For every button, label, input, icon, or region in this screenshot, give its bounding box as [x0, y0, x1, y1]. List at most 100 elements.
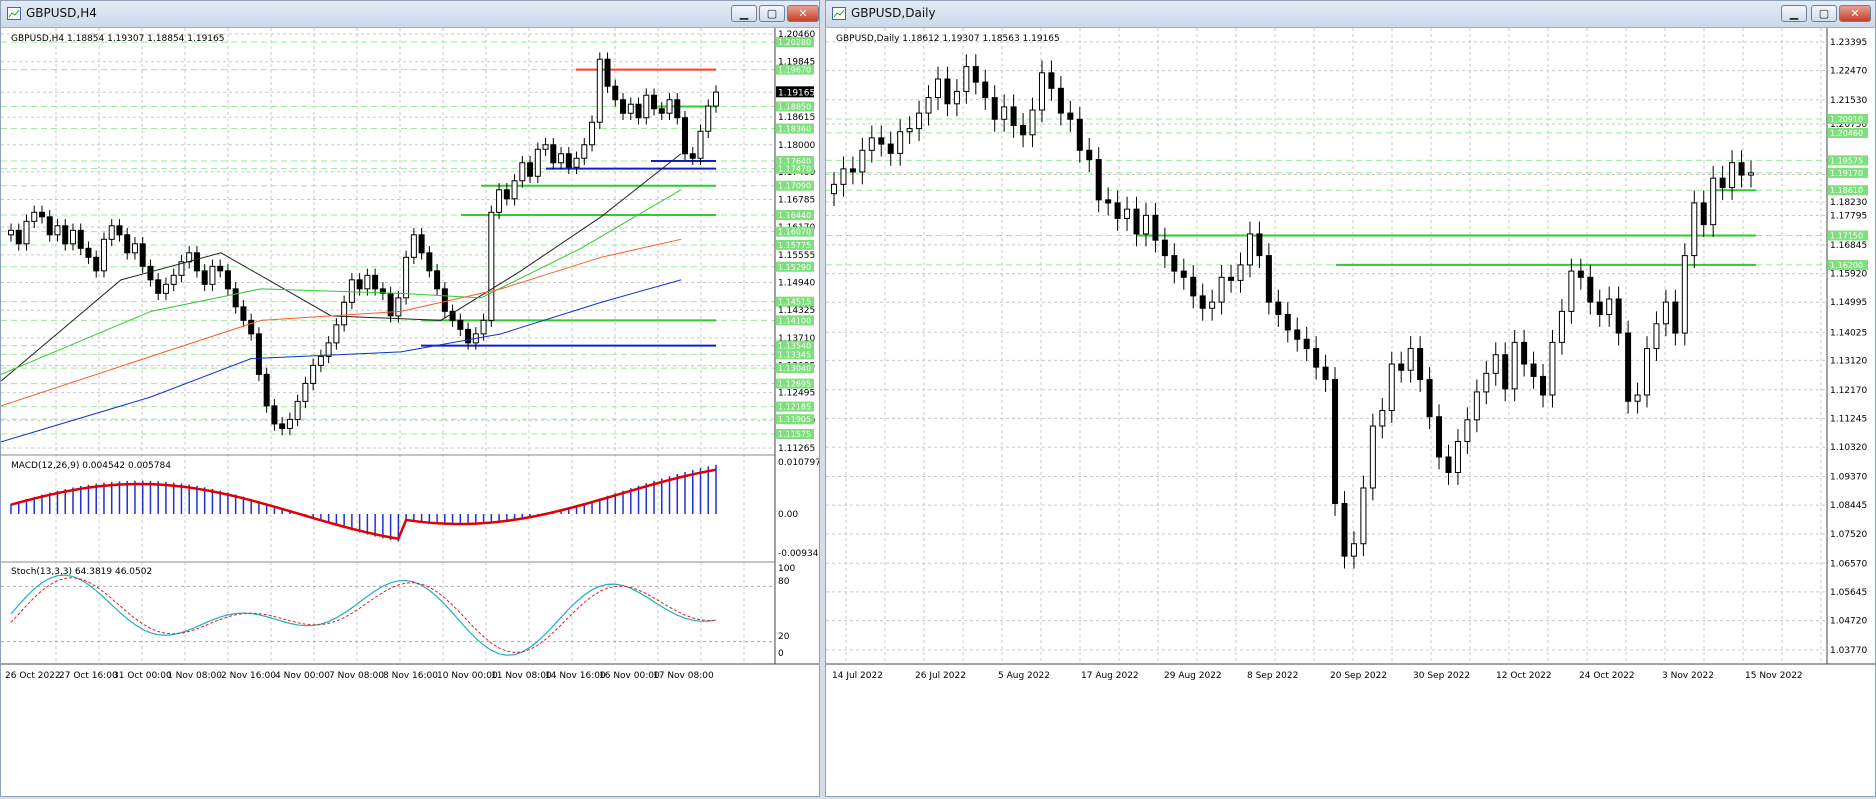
candle [108, 225, 115, 240]
candle [897, 131, 904, 154]
candle [410, 234, 417, 258]
candle [1464, 419, 1471, 442]
candle [240, 306, 247, 321]
daily-price-chart[interactable]: GBPUSD,Daily 1.18612 1.19307 1.18563 1.1… [826, 28, 1875, 796]
candle [1445, 456, 1452, 473]
time-axis-label: 14 Jul 2022 [832, 671, 883, 681]
candle [348, 279, 355, 303]
candle [364, 274, 371, 290]
candle [93, 256, 100, 272]
candle [341, 301, 348, 326]
candle [1748, 172, 1754, 176]
candle [1020, 124, 1027, 136]
candle [1454, 440, 1461, 473]
daily-window-titlebar[interactable]: GBPUSD,Daily ▁ ▢ ✕ [826, 1, 1875, 28]
candle [1379, 410, 1386, 427]
candle [868, 137, 875, 151]
candle [155, 279, 162, 294]
minimize-button[interactable]: ▁ [731, 5, 757, 22]
candle [356, 279, 363, 290]
candle [1596, 301, 1603, 315]
candle [488, 211, 495, 321]
close-button[interactable]: ✕ [787, 5, 819, 22]
minimize-button[interactable]: ▁ [1781, 5, 1807, 22]
time-axis-label: 10 Nov 00:00 [437, 671, 498, 681]
maximize-button[interactable]: ▢ [759, 5, 785, 22]
h4-chart-header: GBPUSD,H4 1.18854 1.19307 1.18854 1.1916… [11, 34, 224, 44]
candle [604, 58, 611, 87]
candle [1332, 379, 1339, 504]
candle [620, 99, 627, 114]
candle [8, 229, 14, 236]
stoch-label-0: 0 [778, 649, 784, 659]
candle [232, 288, 239, 308]
macd-label-zero: 0.00 [778, 510, 798, 520]
price-axis-label: 1.13710 [778, 334, 815, 344]
candle [581, 144, 588, 159]
candle [1615, 298, 1622, 334]
candle [15, 229, 22, 245]
candle [46, 216, 53, 236]
maximize-button[interactable]: ▢ [1811, 5, 1837, 22]
candle [972, 66, 979, 83]
time-axis-label: 17 Nov 08:00 [653, 671, 714, 681]
candle [651, 94, 658, 110]
candle [1625, 332, 1632, 402]
h4-price-chart[interactable]: GBPUSD,H4 1.18854 1.19307 1.18854 1.1916… [0, 28, 824, 796]
candle [248, 319, 255, 335]
candle [1038, 72, 1045, 111]
candle [542, 144, 549, 150]
candle [1729, 162, 1736, 188]
level-price-label: 1.15290 [778, 263, 811, 272]
candle [263, 373, 270, 407]
stoch-label-20: 20 [778, 632, 790, 642]
candle [573, 157, 580, 168]
candle [503, 189, 510, 200]
close-button[interactable]: ✕ [1839, 5, 1871, 22]
time-axis-label: 30 Sep 2022 [1413, 671, 1470, 681]
candle [1105, 199, 1112, 204]
candle [1124, 208, 1131, 219]
candle [1190, 276, 1197, 297]
candle [170, 274, 177, 285]
h4-chart-window[interactable]: GBPUSD,H4 ▁ ▢ ✕ GBPUSD,H4 1.18854 1.1930… [0, 0, 824, 797]
candle [403, 256, 410, 299]
level-price-label: 1.15775 [778, 241, 811, 250]
candle [1606, 298, 1613, 315]
candle [1577, 270, 1584, 278]
candle [62, 225, 69, 245]
candle [1350, 543, 1357, 557]
candle [286, 418, 293, 429]
candle [612, 85, 619, 101]
level-price-label: 1.12695 [778, 380, 811, 389]
h4-window-titlebar[interactable]: GBPUSD,H4 ▁ ▢ ✕ [1, 1, 819, 28]
price-axis-label: 1.12170 [1830, 386, 1867, 396]
candle [162, 283, 169, 294]
candle [1152, 214, 1159, 241]
candle [1086, 149, 1093, 161]
level-price-label: 1.14515 [778, 298, 811, 307]
price-axis-label: 1.12495 [778, 389, 815, 399]
candle [1473, 391, 1480, 421]
candle [944, 78, 951, 105]
candle [1067, 112, 1074, 120]
candle [1029, 109, 1036, 136]
price-axis-label: 1.14325 [778, 306, 815, 316]
candle [294, 400, 301, 420]
candle [302, 382, 309, 402]
time-axis-label: 31 Oct 00:00 [113, 671, 172, 681]
candle [859, 149, 866, 173]
daily-chart-window[interactable]: GBPUSD,Daily ▁ ▢ ✕ GBPUSD,Daily 1.18612 … [825, 0, 1876, 797]
time-axis-label: 29 Aug 2022 [1164, 671, 1222, 681]
time-axis-label: 14 Nov 16:00 [545, 671, 606, 681]
price-axis-label: 1.14940 [778, 279, 815, 289]
candle [100, 238, 107, 272]
level-price-label: 1.17470 [778, 165, 811, 174]
candle [1417, 348, 1424, 381]
candle [831, 183, 837, 195]
candle [682, 117, 689, 155]
level-price-label: 1.18360 [778, 125, 811, 134]
level-price-label: 1.18850 [778, 102, 811, 111]
price-axis-label: 1.23395 [1830, 38, 1867, 48]
candle [38, 211, 45, 218]
